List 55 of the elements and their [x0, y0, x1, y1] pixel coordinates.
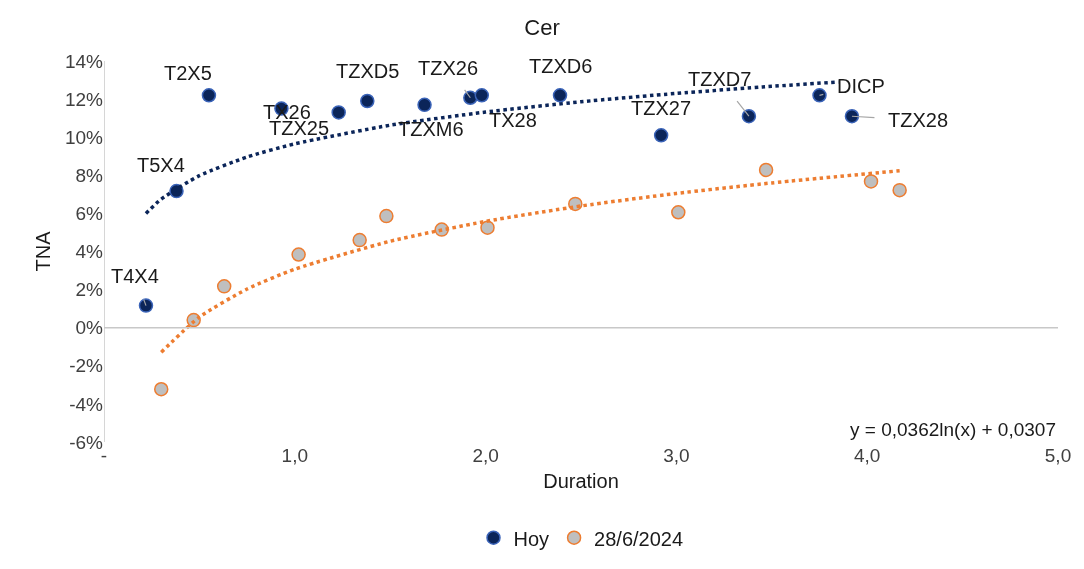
point: [352, 232, 367, 248]
point: [331, 105, 346, 120]
annotation: TZX28: [888, 109, 949, 131]
y-tick-label: -4%: [69, 393, 104, 415]
point: [653, 128, 669, 143]
y-tick-label: 4%: [75, 241, 104, 263]
point: [671, 205, 686, 220]
point: [291, 247, 306, 262]
annotation: T5X4: [137, 154, 185, 176]
point: [812, 88, 827, 103]
x-tick-label: 4,0: [853, 445, 881, 466]
y-axis-title: TNA: [32, 230, 55, 272]
legend-label: 28/6/2024: [594, 527, 684, 550]
x-tick-label: 3,0: [663, 445, 690, 466]
annotation: DICP: [837, 75, 885, 97]
y-tick-label: 8%: [75, 164, 104, 186]
point: [201, 88, 217, 103]
point: [741, 108, 757, 124]
y-tick-label: 10%: [64, 126, 104, 148]
point: [863, 174, 879, 189]
point: [379, 208, 394, 224]
legend-label: Hoy: [513, 527, 550, 550]
x-tick-label: 5,0: [1044, 445, 1072, 466]
annotation: y = 0,0362ln(x) + 0,0307: [850, 419, 1056, 440]
point: [552, 88, 568, 103]
annotation: TZXD6: [529, 55, 593, 77]
y-tick-label: 12%: [64, 88, 104, 110]
annotation: T4X4: [111, 265, 159, 287]
y-tick-label: -6%: [69, 431, 104, 453]
annotation: TX28: [489, 109, 537, 131]
point: [758, 162, 774, 178]
point: [474, 88, 490, 103]
x-tick-label: 2,0: [472, 445, 499, 466]
chart-title: Cer: [524, 15, 560, 41]
point: [892, 182, 907, 198]
y-tick-label: 14%: [64, 50, 104, 72]
point: [138, 298, 154, 313]
point: [360, 93, 375, 109]
x-axis-title: Duration: [543, 469, 619, 492]
annotation: TZXD5: [336, 60, 400, 82]
annotation: TZX27: [631, 97, 692, 119]
annotation: T2X5: [164, 62, 212, 84]
point: [154, 381, 169, 397]
x-tick-label: 1,0: [281, 445, 309, 466]
annotation: TZXD7: [688, 68, 752, 90]
annotation: TZX26: [418, 57, 479, 79]
y-tick-label: 2%: [75, 279, 104, 301]
y-tick-label: 6%: [75, 203, 104, 225]
point: [844, 108, 860, 124]
y-tick-label: 0%: [75, 317, 104, 339]
annotation: TZXM6: [398, 118, 464, 140]
point: [480, 220, 495, 235]
point: [417, 97, 432, 113]
point: [216, 279, 232, 294]
y-tick-label: -2%: [69, 355, 104, 377]
